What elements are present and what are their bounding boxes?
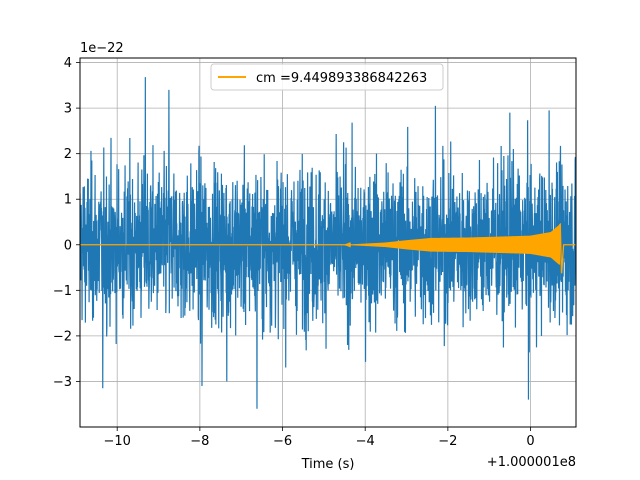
x-tick-label: −8 bbox=[190, 434, 209, 449]
x-tick-label: −6 bbox=[273, 434, 292, 449]
y-tick-label: 1 bbox=[64, 193, 72, 208]
x-offset-label: +1.000001e8 bbox=[487, 455, 576, 470]
x-tick-label: −10 bbox=[103, 434, 130, 449]
legend-box bbox=[210, 63, 444, 91]
series-layer bbox=[80, 77, 576, 409]
y-axis: −3 −2 −1 0 1 2 3 4 bbox=[53, 56, 80, 390]
x-tick-label: 0 bbox=[526, 434, 534, 449]
series-line-template bbox=[80, 222, 576, 274]
y-scale-label: 1e−22 bbox=[80, 41, 124, 56]
y-tick-label: −3 bbox=[53, 375, 72, 390]
x-tick-label: −4 bbox=[356, 434, 375, 449]
plot-frame bbox=[79, 57, 577, 428]
y-tick-label: 4 bbox=[64, 56, 72, 71]
y-tick-label: 3 bbox=[64, 102, 72, 117]
y-tick-label: 0 bbox=[64, 238, 72, 253]
y-tick-label: 2 bbox=[64, 147, 72, 162]
y-tick-label: −2 bbox=[53, 329, 72, 344]
legend: cm =9.449893386842263 bbox=[210, 63, 444, 91]
x-axis: −10 −8 −6 −4 −2 0 bbox=[103, 427, 535, 449]
legend-label-template: cm =9.449893386842263 bbox=[256, 71, 427, 86]
x-axis-label: Time (s) bbox=[301, 457, 355, 472]
x-tick-label: −2 bbox=[438, 434, 457, 449]
y-tick-label: −1 bbox=[53, 284, 72, 299]
series-line-noise bbox=[80, 77, 576, 409]
